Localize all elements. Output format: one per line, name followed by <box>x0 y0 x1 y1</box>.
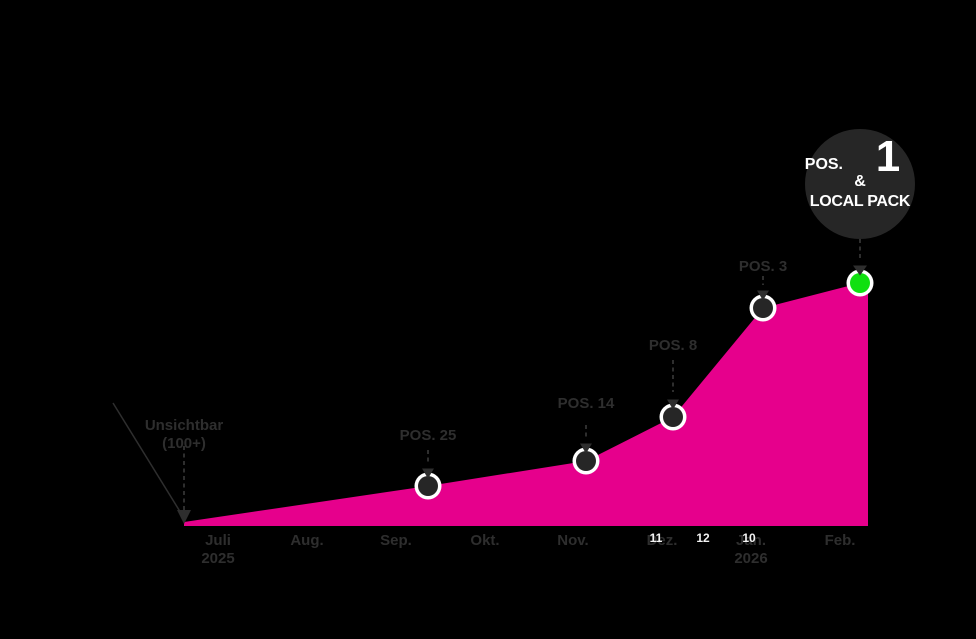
svg-text:12: 12 <box>696 531 710 545</box>
svg-text:Aug.: Aug. <box>290 532 323 549</box>
svg-text:10: 10 <box>742 531 756 545</box>
svg-text:2025: 2025 <box>201 550 234 567</box>
svg-text:POS. 14: POS. 14 <box>558 395 615 412</box>
svg-text:Okt.: Okt. <box>470 532 499 549</box>
svg-text:Juli: Juli <box>205 532 231 549</box>
svg-text:Unsichtbar: Unsichtbar <box>145 417 224 434</box>
svg-text:POS. 25: POS. 25 <box>400 427 457 444</box>
svg-text:1: 1 <box>876 132 900 181</box>
svg-text:&: & <box>854 173 866 190</box>
svg-text:2026: 2026 <box>734 550 767 567</box>
svg-text:Feb.: Feb. <box>825 532 856 549</box>
svg-text:11: 11 <box>650 531 663 545</box>
svg-text:POS. 8: POS. 8 <box>649 337 697 354</box>
svg-text:POS.: POS. <box>805 156 843 173</box>
svg-text:Sep.: Sep. <box>380 532 412 549</box>
svg-text:LOCAL PACK: LOCAL PACK <box>810 193 911 210</box>
svg-text:(100+): (100+) <box>162 435 206 452</box>
svg-text:Nov.: Nov. <box>557 532 588 549</box>
svg-text:POS. 3: POS. 3 <box>739 258 787 275</box>
